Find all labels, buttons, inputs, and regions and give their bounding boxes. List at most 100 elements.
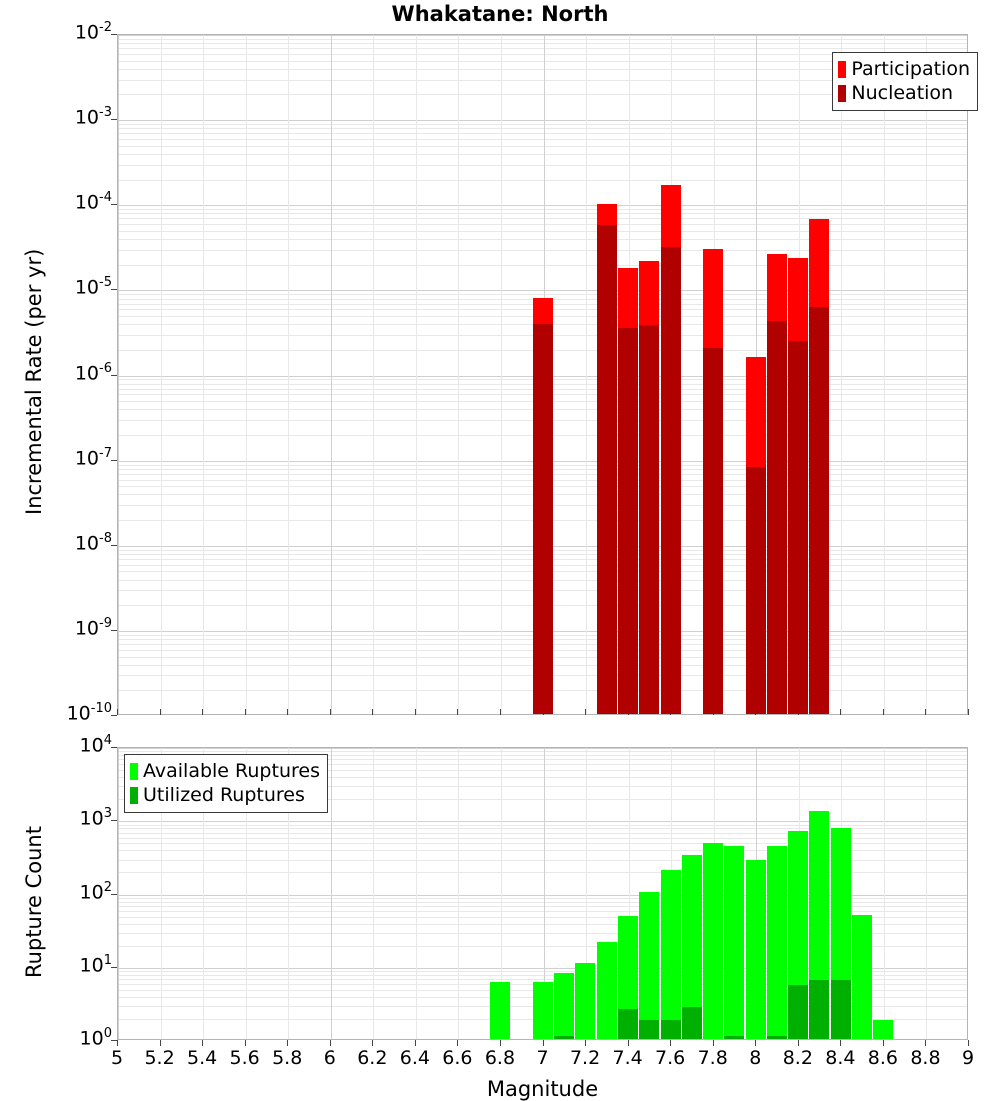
top-y-tick-label: 10-6: [74, 360, 112, 384]
gridline: [118, 898, 967, 899]
bar: [682, 855, 702, 1039]
top-y-tick-label: 10-2: [74, 20, 112, 44]
utilized-ruptures-swatch-icon: [130, 786, 138, 804]
x-tick-label: 6.6: [442, 1047, 473, 1069]
legend-item-nucleation[interactable]: Nucleation: [838, 81, 970, 105]
x-tick-label: 8: [749, 1047, 762, 1069]
top-y-tick-label: 10-3: [74, 105, 112, 129]
gridline-vertical: [458, 35, 459, 714]
bottom-x-tick-mark: [245, 1040, 246, 1046]
top-y-tick-label: 10-9: [74, 615, 112, 640]
bottom-x-tick-mark: [372, 1040, 373, 1046]
bar: [597, 225, 617, 714]
gridline: [118, 799, 967, 800]
top-y-tick-label: 10-10: [66, 701, 112, 725]
gridline: [118, 80, 967, 81]
bottom-x-tick-mark: [840, 1040, 841, 1046]
gridline-vertical: [416, 748, 417, 1039]
bar: [533, 324, 553, 714]
bottom-x-tick-mark: [160, 1040, 161, 1046]
bar: [597, 942, 617, 1039]
bottom-y-tick-label: 104: [79, 733, 112, 757]
bar: [703, 348, 723, 714]
gridline: [118, 294, 967, 295]
bar: [767, 321, 787, 714]
y-tick-mark: [111, 34, 117, 35]
bar: [639, 1020, 659, 1039]
bottom-x-tick-mark: [500, 1040, 501, 1046]
gridline: [118, 946, 967, 947]
bar: [554, 973, 574, 1039]
gridline: [118, 906, 967, 907]
gridline-vertical: [884, 748, 885, 1039]
x-tick-label: 5: [110, 1047, 124, 1069]
bottom-x-tick-mark: [883, 1040, 884, 1046]
gridline: [118, 224, 967, 225]
top-x-tick-mark: [840, 709, 841, 715]
bar: [767, 1036, 787, 1039]
gridline: [118, 975, 967, 976]
legend-item-utilized-ruptures[interactable]: Utilized Ruptures: [130, 783, 320, 807]
bar: [618, 916, 638, 1039]
gridline-vertical: [884, 35, 885, 714]
gridline: [118, 917, 967, 918]
gridline: [118, 213, 967, 214]
gridline: [118, 146, 967, 147]
bottom-x-tick-mark: [415, 1040, 416, 1046]
gridline-vertical: [246, 35, 247, 714]
gridline: [118, 180, 967, 181]
legend-item-participation[interactable]: Participation: [838, 57, 970, 81]
gridline-vertical: [586, 748, 587, 1039]
x-tick-label: 8.4: [825, 1047, 856, 1069]
gridline-vertical: [161, 748, 162, 1039]
gridline-vertical: [544, 748, 545, 1039]
top-legend: Participation Nucleation: [832, 52, 978, 111]
bottom-x-tick-mark: [287, 1040, 288, 1046]
top-x-tick-mark: [500, 709, 501, 715]
gridline-vertical: [458, 748, 459, 1039]
y-tick-mark: [111, 715, 117, 716]
participation-swatch-icon: [838, 60, 847, 78]
x-tick-label: 5.2: [144, 1047, 175, 1069]
legend-item-available-ruptures[interactable]: Available Ruptures: [130, 759, 320, 783]
y-tick-mark: [111, 375, 117, 376]
gridline: [118, 843, 967, 844]
x-tick-label: 5.6: [229, 1047, 260, 1069]
bar: [490, 982, 510, 1039]
bar: [873, 1020, 893, 1039]
gridline: [118, 755, 967, 756]
gridline: [118, 833, 967, 834]
gridline: [118, 850, 967, 851]
x-tick-label: 7: [536, 1047, 549, 1069]
bottom-x-tick-mark: [925, 1040, 926, 1046]
gridline: [118, 786, 967, 787]
y-tick-mark: [111, 289, 117, 290]
bar: [746, 860, 766, 1039]
gridline: [118, 838, 967, 839]
gridline: [118, 290, 967, 291]
bar: [809, 307, 829, 714]
gridline: [118, 968, 967, 969]
gridline-vertical: [118, 748, 119, 1039]
gridline: [118, 120, 967, 121]
bar: [618, 1009, 638, 1039]
gridline-vertical: [118, 35, 119, 714]
y-tick-mark: [111, 820, 117, 821]
top-x-tick-mark: [202, 709, 203, 715]
gridline: [118, 239, 967, 240]
bar: [746, 467, 766, 714]
bottom-y-tick-label: 102: [79, 879, 112, 903]
gridline-vertical: [416, 35, 417, 714]
x-tick-label: 6.2: [357, 1047, 388, 1069]
bottom-x-tick-mark: [713, 1040, 714, 1046]
gridline-vertical: [288, 748, 289, 1039]
gridline-vertical: [586, 35, 587, 714]
bottom-x-tick-mark: [330, 1040, 331, 1046]
y-tick-mark: [111, 747, 117, 748]
bottom-y-tick-label: 100: [79, 1026, 112, 1050]
y-tick-mark: [111, 545, 117, 546]
top-x-tick-mark: [457, 709, 458, 715]
gridline: [118, 124, 967, 125]
gridline: [118, 821, 967, 822]
gridline: [118, 933, 967, 934]
